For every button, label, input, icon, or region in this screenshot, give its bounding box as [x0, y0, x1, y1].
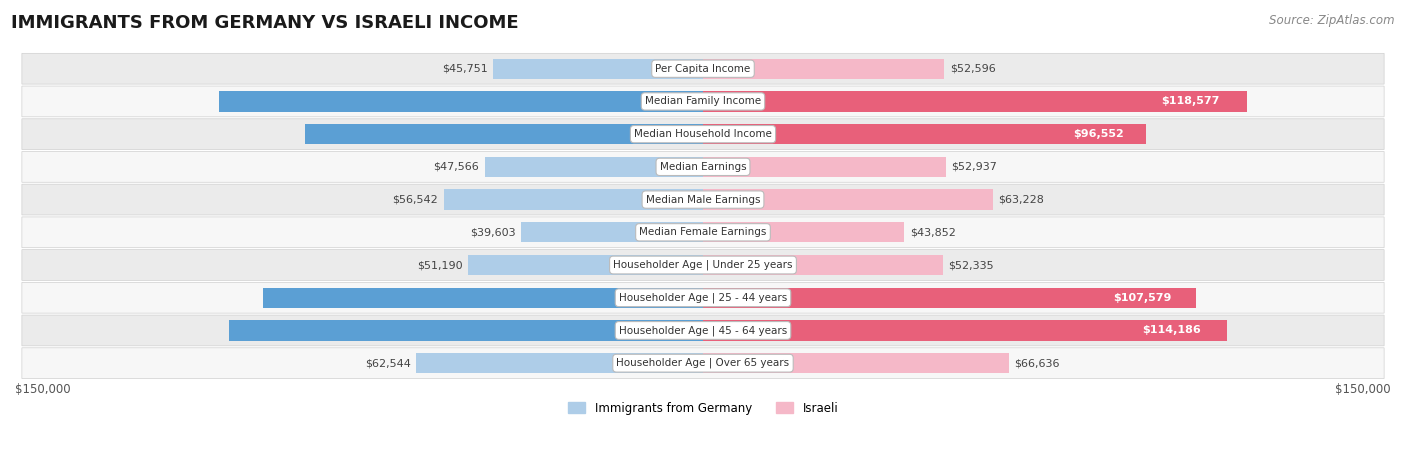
Text: $45,751: $45,751	[441, 64, 488, 74]
Bar	[703, 124, 1146, 144]
FancyBboxPatch shape	[22, 119, 1384, 149]
Text: Source: ZipAtlas.com: Source: ZipAtlas.com	[1270, 14, 1395, 27]
Bar	[703, 222, 904, 242]
Text: $52,335: $52,335	[949, 260, 994, 270]
Text: $51,190: $51,190	[418, 260, 463, 270]
Text: $86,764: $86,764	[683, 129, 734, 139]
Bar	[703, 320, 1226, 340]
FancyBboxPatch shape	[22, 151, 1384, 182]
Text: $96,552: $96,552	[1073, 129, 1123, 139]
Text: IMMIGRANTS FROM GERMANY VS ISRAELI INCOME: IMMIGRANTS FROM GERMANY VS ISRAELI INCOM…	[11, 14, 519, 32]
FancyBboxPatch shape	[22, 315, 1384, 346]
Bar	[703, 157, 946, 177]
Text: Householder Age | Under 25 years: Householder Age | Under 25 years	[613, 260, 793, 270]
Text: $150,000: $150,000	[15, 383, 70, 396]
Bar	[416, 353, 703, 373]
Text: $103,282: $103,282	[679, 325, 738, 335]
Text: $95,913: $95,913	[681, 293, 731, 303]
Text: $52,937: $52,937	[952, 162, 997, 172]
Text: $150,000: $150,000	[1336, 383, 1391, 396]
FancyBboxPatch shape	[22, 86, 1384, 117]
Text: $62,544: $62,544	[364, 358, 411, 368]
Text: $47,566: $47,566	[433, 162, 479, 172]
FancyBboxPatch shape	[22, 184, 1384, 215]
Text: $43,852: $43,852	[910, 227, 956, 237]
Bar	[703, 288, 1197, 308]
Bar	[468, 255, 703, 275]
FancyBboxPatch shape	[22, 53, 1384, 84]
Text: Householder Age | Over 65 years: Householder Age | Over 65 years	[616, 358, 790, 368]
Bar	[229, 320, 703, 340]
FancyBboxPatch shape	[22, 217, 1384, 248]
FancyBboxPatch shape	[22, 283, 1384, 313]
Text: Householder Age | 45 - 64 years: Householder Age | 45 - 64 years	[619, 325, 787, 336]
Bar	[703, 91, 1247, 112]
FancyBboxPatch shape	[22, 250, 1384, 280]
Text: Median Female Earnings: Median Female Earnings	[640, 227, 766, 237]
Text: Median Male Earnings: Median Male Earnings	[645, 195, 761, 205]
Text: $66,636: $66,636	[1014, 358, 1060, 368]
Bar	[485, 157, 703, 177]
Bar	[305, 124, 703, 144]
Bar	[522, 222, 703, 242]
Text: Median Earnings: Median Earnings	[659, 162, 747, 172]
Text: Householder Age | 25 - 44 years: Householder Age | 25 - 44 years	[619, 292, 787, 303]
Text: $63,228: $63,228	[998, 195, 1045, 205]
Bar	[703, 353, 1008, 373]
Bar	[263, 288, 703, 308]
Text: $105,507: $105,507	[679, 97, 737, 106]
Text: $52,596: $52,596	[949, 64, 995, 74]
Text: $56,542: $56,542	[392, 195, 439, 205]
Text: $39,603: $39,603	[470, 227, 516, 237]
Bar	[494, 58, 703, 79]
Text: Median Family Income: Median Family Income	[645, 97, 761, 106]
Text: $107,579: $107,579	[1114, 293, 1171, 303]
Text: $114,186: $114,186	[1142, 325, 1201, 335]
Bar	[703, 190, 993, 210]
Bar	[219, 91, 703, 112]
Text: Per Capita Income: Per Capita Income	[655, 64, 751, 74]
Text: Median Household Income: Median Household Income	[634, 129, 772, 139]
FancyBboxPatch shape	[22, 348, 1384, 379]
Bar	[703, 255, 943, 275]
Legend: Immigrants from Germany, Israeli: Immigrants from Germany, Israeli	[562, 397, 844, 419]
Bar	[703, 58, 945, 79]
Bar	[444, 190, 703, 210]
Text: $118,577: $118,577	[1161, 97, 1219, 106]
